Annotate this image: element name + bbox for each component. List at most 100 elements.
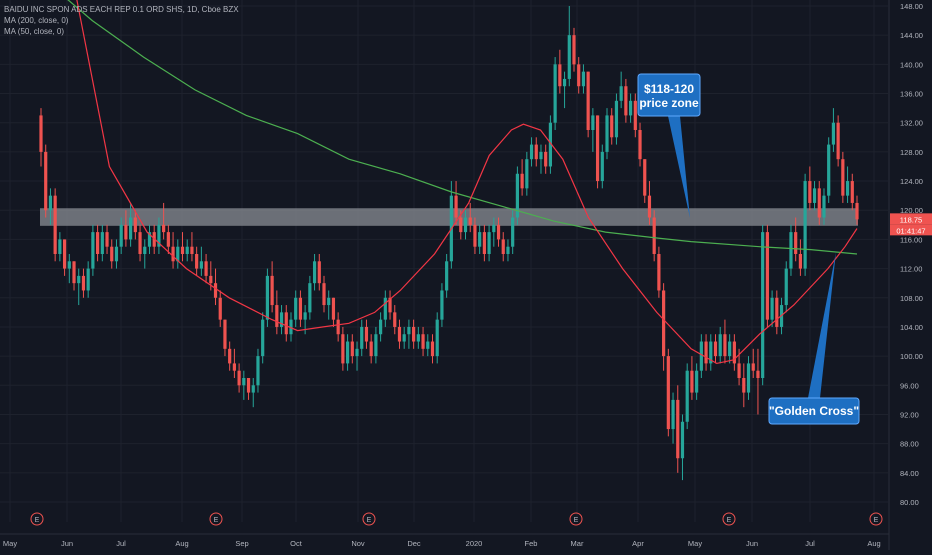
time-tick-label: May bbox=[688, 539, 702, 548]
candle-body bbox=[610, 115, 614, 138]
candle-body bbox=[742, 378, 746, 393]
candle-body bbox=[638, 130, 642, 160]
time-tick-label: Aug bbox=[867, 539, 880, 548]
candle-body bbox=[303, 312, 307, 320]
price-tick-label: 128.00 bbox=[900, 148, 923, 157]
earnings-marker bbox=[362, 512, 376, 526]
candle-body bbox=[91, 232, 95, 269]
candle-body bbox=[81, 275, 86, 291]
candle-body bbox=[647, 195, 652, 218]
candle-body bbox=[242, 378, 246, 386]
candle-body bbox=[39, 115, 43, 152]
time-tick-label: Mar bbox=[571, 539, 584, 548]
candle-body bbox=[77, 275, 81, 284]
candle-body bbox=[562, 78, 567, 87]
candle-body bbox=[341, 334, 345, 364]
candle-body bbox=[812, 188, 817, 203]
candle-body bbox=[157, 224, 161, 247]
candle-body bbox=[817, 188, 821, 218]
candle-body bbox=[237, 370, 241, 386]
candle-body bbox=[308, 283, 312, 313]
earnings-marker-label: E bbox=[35, 517, 40, 524]
candle-body bbox=[808, 181, 812, 203]
candle-body bbox=[166, 232, 170, 247]
candle-body bbox=[322, 283, 326, 306]
time-tick-label: Jul bbox=[116, 539, 126, 548]
candle-body bbox=[62, 239, 67, 269]
candle-body bbox=[416, 334, 420, 342]
time-tick-label: Feb bbox=[525, 539, 538, 548]
candle-body bbox=[845, 181, 850, 196]
candle-body bbox=[364, 326, 369, 342]
candle-body bbox=[133, 217, 137, 233]
candle-body bbox=[327, 297, 331, 306]
candle-body bbox=[676, 399, 680, 459]
candle-body bbox=[412, 326, 416, 342]
candle-body bbox=[841, 159, 845, 196]
candle-body bbox=[836, 122, 840, 160]
candle-body bbox=[345, 341, 350, 364]
candle-body bbox=[350, 341, 354, 357]
candle-body bbox=[855, 202, 859, 220]
candle-body bbox=[397, 326, 402, 342]
earnings-marker bbox=[209, 512, 223, 526]
candle-body bbox=[374, 334, 378, 357]
candle-body bbox=[770, 297, 774, 320]
golden-cross-callout-box bbox=[768, 397, 860, 425]
candle-body bbox=[256, 356, 260, 386]
price-tick-label: 112.00 bbox=[900, 265, 922, 274]
symbol-title: BAIDU INC SPON ADS EACH REP 0.1 ORD SHS,… bbox=[4, 5, 239, 14]
candle-body bbox=[261, 319, 265, 357]
price-tick-label: 108.00 bbox=[900, 294, 923, 303]
candle-body bbox=[746, 363, 751, 393]
candle-body bbox=[713, 341, 718, 357]
candle-body bbox=[496, 224, 501, 240]
ma200-legend: MA (200, close, 0) bbox=[4, 16, 69, 25]
candle-body bbox=[567, 35, 571, 79]
candle-body bbox=[473, 224, 477, 247]
candle-body bbox=[775, 297, 779, 327]
price-zone-callout-box bbox=[637, 73, 701, 117]
candle-body bbox=[699, 341, 703, 371]
candle-body bbox=[728, 341, 732, 357]
price-tick-label: 88.00 bbox=[900, 440, 919, 449]
time-axis[interactable]: May Jun Jul Aug Sep Oct Nov Dec 2020 Feb Mar Apr May… bbox=[0, 533, 889, 548]
candle-body bbox=[756, 370, 760, 378]
price-tick-label: 100.00 bbox=[900, 352, 923, 361]
candle-body bbox=[595, 115, 600, 182]
last-price-badge bbox=[890, 213, 932, 225]
candle-body bbox=[53, 195, 57, 254]
candle-body bbox=[723, 334, 727, 357]
time-tick-label: Sep bbox=[235, 539, 248, 548]
candle-body bbox=[454, 195, 458, 218]
candle-body bbox=[761, 232, 765, 378]
price-zone-callout-text: $118-120 bbox=[644, 82, 694, 96]
candle-body bbox=[383, 297, 387, 320]
golden-cross-callout-text: "Golden Cross" bbox=[769, 404, 859, 418]
candle-body bbox=[737, 363, 741, 378]
time-tick-label: Aug bbox=[175, 539, 188, 548]
grid-lines bbox=[0, 0, 888, 522]
candle-body bbox=[515, 173, 519, 218]
candle-body bbox=[180, 246, 185, 254]
candle-body bbox=[789, 232, 793, 269]
price-tick-label: 116.00 bbox=[900, 235, 922, 244]
candle-body bbox=[86, 268, 90, 291]
countdown-label: 01:41:47 bbox=[896, 226, 925, 235]
candle-body bbox=[572, 35, 576, 65]
candle-body bbox=[544, 151, 548, 167]
price-tick-label: 80.00 bbox=[900, 498, 919, 507]
candle-body bbox=[355, 348, 359, 357]
candle-body bbox=[586, 71, 590, 130]
candle-body bbox=[218, 297, 222, 320]
candle-body bbox=[209, 275, 213, 284]
time-tick-label: 2020 bbox=[466, 539, 483, 548]
earnings-marker-label: E bbox=[574, 517, 579, 524]
candle-body bbox=[704, 341, 708, 364]
earnings-marker bbox=[569, 512, 583, 526]
earnings-marker-label: E bbox=[727, 517, 732, 524]
ma50-line bbox=[76, 0, 858, 365]
price-axis[interactable]: 148.00 144.00 140.00 136.00 132.00 128.00 124.… bbox=[888, 0, 932, 550]
